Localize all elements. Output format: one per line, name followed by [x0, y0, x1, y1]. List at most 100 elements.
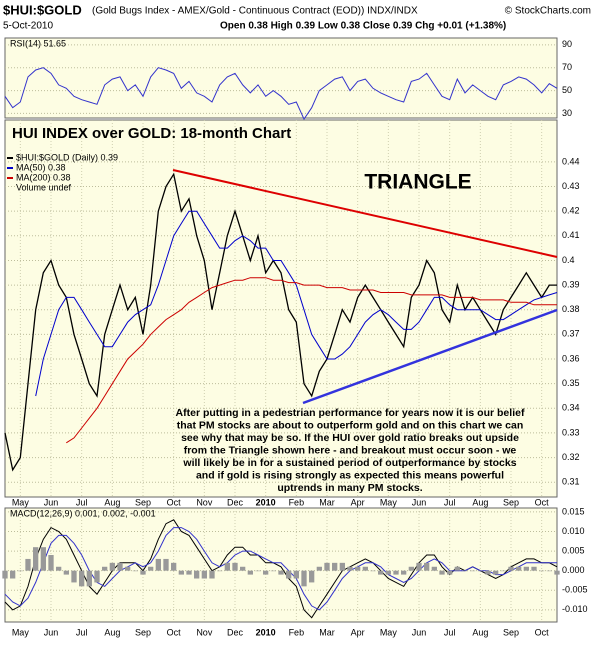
y-tick-label: 0.44 — [562, 156, 580, 166]
y-tick-label: 0.42 — [562, 206, 580, 216]
x-tick-label: Jun — [44, 497, 59, 507]
y-tick-label: 0.36 — [562, 353, 580, 363]
y-tick-label: -0.005 — [562, 585, 588, 595]
x-tick-label: Sep — [135, 497, 151, 507]
histogram-bar — [293, 570, 299, 579]
x-tick-label: 2010 — [256, 497, 276, 507]
x-tick-label: May — [380, 497, 398, 507]
panel-background — [4, 507, 558, 623]
histogram-bar — [508, 566, 514, 571]
y-tick-label: 30 — [562, 108, 572, 118]
chart-title: HUI INDEX over GOLD: 18-month Chart — [12, 125, 291, 142]
y-tick-label: 0.32 — [562, 452, 580, 462]
support-trendline — [302, 308, 558, 405]
x-tick-label: Sep — [135, 627, 151, 637]
x-tick-label: May — [12, 627, 30, 637]
x-tick-label: Aug — [472, 497, 488, 507]
histogram-bar — [201, 570, 207, 579]
histogram-bar — [362, 566, 368, 571]
x-tick-label: Oct — [167, 627, 182, 637]
histogram-bar — [255, 570, 261, 572]
x-tick-label: Apr — [351, 497, 365, 507]
histogram-bar — [454, 566, 460, 571]
y-tick-label: 0.43 — [562, 181, 580, 191]
histogram-bar — [393, 570, 399, 575]
x-tick-label: Jun — [44, 627, 59, 637]
histogram-bar — [462, 570, 468, 572]
y-tick-label: 0.37 — [562, 329, 580, 339]
x-tick-label: Nov — [196, 497, 213, 507]
panels: 30 50 70 90 May Jun Jul Aug Sep Oct Nov Dec 2010 Feb M… — [2, 37, 588, 637]
histogram-bar — [109, 562, 115, 571]
x-tick-label: Jun — [412, 497, 427, 507]
x-tick-label: May — [380, 627, 398, 637]
histogram-bar — [470, 570, 476, 572]
y-tick-label: 0.35 — [562, 378, 580, 388]
histogram-bar — [378, 570, 384, 575]
x-tick-label: Dec — [227, 627, 244, 637]
histogram-bar — [286, 570, 292, 579]
histogram-bar — [63, 570, 69, 575]
histogram-bar — [186, 570, 192, 575]
x-tick-label: Aug — [104, 497, 120, 507]
histogram-bar — [194, 570, 200, 579]
histogram-bar — [539, 570, 545, 572]
y-tick-label: 70 — [562, 62, 572, 72]
commentary-line: uptrends in many PM stocks. — [277, 482, 422, 494]
histogram-bar — [301, 570, 307, 587]
y-tick-label: 0.010 — [562, 526, 585, 536]
histogram-bar — [17, 570, 23, 572]
legend-label: MA(200) 0.38 — [16, 172, 71, 182]
y-tick-label: 0.39 — [562, 279, 580, 289]
histogram-bar — [217, 570, 223, 572]
histogram-bar — [71, 570, 77, 583]
histogram-bar — [155, 558, 161, 571]
histogram-bar — [324, 562, 330, 571]
histogram-bar — [316, 566, 322, 571]
y-tick-label: 0.000 — [562, 565, 585, 575]
x-tick-label: Jun — [412, 627, 427, 637]
histogram-bar — [424, 562, 430, 571]
histogram-bar — [401, 570, 407, 575]
histogram-bar — [477, 570, 483, 572]
commentary-line: see why that may be so. If the HUI over … — [181, 432, 519, 444]
histogram-bar — [263, 570, 269, 575]
commentary-line: from the Triangle shown here - and break… — [184, 444, 517, 456]
x-tick-label: Jul — [76, 627, 88, 637]
panel-background — [4, 37, 558, 119]
histogram-bar — [10, 570, 16, 579]
histogram-bar — [178, 570, 184, 575]
series-line — [66, 277, 557, 444]
date: 5-Oct-2010 — [3, 21, 53, 32]
x-tick-label: May — [12, 497, 30, 507]
symbol: $HUI:$GOLD — [3, 2, 82, 17]
y-tick-label: 50 — [562, 85, 572, 95]
histogram-bar — [408, 566, 414, 571]
y-tick-label: 0.34 — [562, 403, 580, 413]
macd-label: MACD(12,26,9) 0.001, 0.002, -0.001 — [10, 508, 156, 518]
overlay: RSI(14) 51.65 MACD(12,26,9) 0.001, 0.002,… — [7, 38, 525, 518]
x-tick-label: Aug — [472, 627, 488, 637]
rsi-label: RSI(14) 51.65 — [10, 38, 66, 48]
histogram-bar — [148, 566, 154, 571]
x-tick-label: Oct — [167, 497, 182, 507]
commentary-line: After putting in a pedestrian performanc… — [176, 407, 525, 419]
histogram-bar — [531, 566, 537, 571]
x-tick-label: Mar — [319, 497, 335, 507]
histogram-bar — [117, 562, 123, 571]
histogram-bar — [416, 562, 422, 571]
commentary-line: and if gold is rising strongly as expect… — [196, 469, 504, 481]
histogram-bar — [79, 570, 85, 587]
x-tick-label: Sep — [503, 627, 519, 637]
histogram-bar — [163, 558, 169, 571]
x-tick-label: 2010 — [256, 627, 276, 637]
histogram-bar — [232, 562, 238, 571]
x-tick-label: Oct — [535, 627, 550, 637]
y-tick-label: 0.015 — [562, 506, 585, 516]
histogram-bar — [132, 570, 138, 572]
series-line — [35, 210, 558, 397]
histogram-bar — [2, 570, 8, 579]
histogram-bar — [431, 566, 437, 571]
y-tick-label: 0.4 — [562, 255, 575, 265]
histogram-bar — [355, 566, 361, 571]
